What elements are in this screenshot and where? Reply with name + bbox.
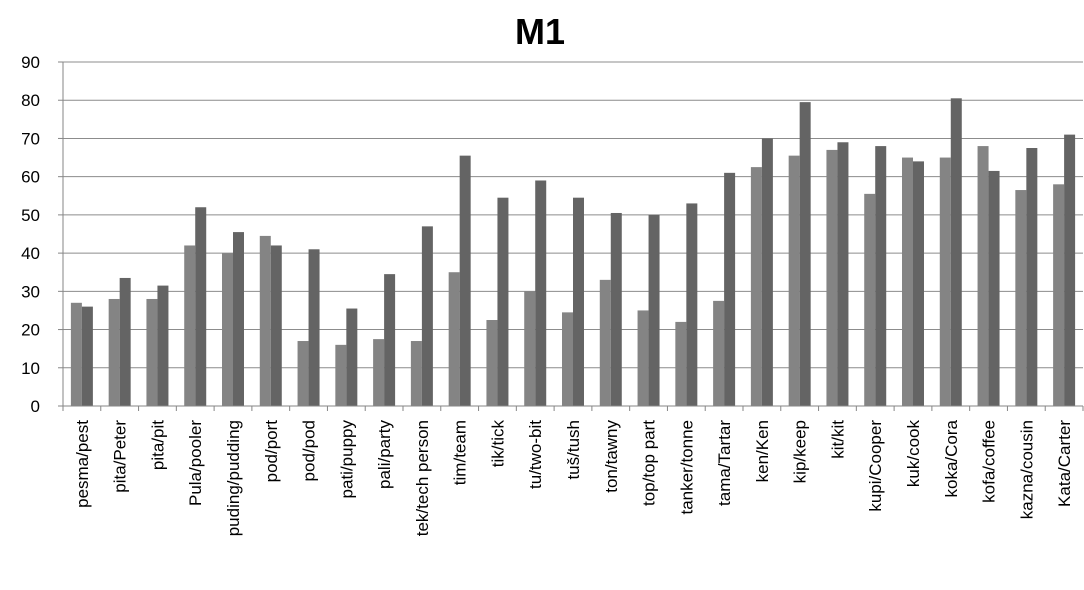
bar-series-2 bbox=[1064, 134, 1076, 406]
category-label: tu/two-bit bbox=[526, 420, 545, 489]
bar-series-1 bbox=[675, 321, 687, 406]
category-label: top/top part bbox=[640, 420, 659, 506]
bar-series-1 bbox=[373, 339, 385, 406]
bar-series-1 bbox=[864, 193, 876, 406]
y-tick-label: 0 bbox=[31, 397, 40, 416]
category-label: pita/Peter bbox=[111, 420, 130, 493]
category-label: pati/puppy bbox=[337, 420, 356, 499]
category-label: ton/tawny bbox=[602, 420, 621, 493]
bar-series-2 bbox=[1026, 148, 1038, 406]
bar-series-1 bbox=[599, 279, 611, 406]
category-label: tama/Tartar bbox=[715, 420, 734, 506]
bar-series-1 bbox=[259, 235, 271, 406]
category-label: pita/pit bbox=[148, 420, 167, 470]
bar-series-1 bbox=[222, 253, 233, 406]
category-label: pod/pod bbox=[300, 420, 319, 481]
bar-series-1 bbox=[750, 167, 762, 406]
bar-series-1 bbox=[184, 245, 196, 406]
bar-series-2 bbox=[724, 172, 736, 406]
bar-series-2 bbox=[875, 146, 887, 407]
bar-series-2 bbox=[346, 308, 358, 406]
axes bbox=[58, 61, 1084, 411]
bar-series-1 bbox=[1053, 184, 1065, 406]
bar-series-1 bbox=[977, 146, 989, 407]
y-tick-label: 30 bbox=[21, 282, 40, 301]
bar-series-2 bbox=[988, 170, 1000, 406]
bar-series-2 bbox=[535, 180, 547, 406]
bar-series-1 bbox=[939, 157, 951, 406]
bar-series-1 bbox=[410, 341, 422, 406]
bar-series-2 bbox=[913, 161, 924, 406]
y-tick-label: 80 bbox=[21, 91, 40, 110]
category-label: Pula/pooler bbox=[186, 420, 205, 506]
bar-series-1 bbox=[108, 298, 120, 406]
category-label: kazna/cousin bbox=[1017, 420, 1036, 519]
bar-series-2 bbox=[233, 232, 244, 406]
y-tick-label: 60 bbox=[21, 168, 40, 187]
bar-series-1 bbox=[1015, 190, 1027, 406]
category-label: koka/Cora bbox=[942, 419, 961, 497]
bar-series-1 bbox=[146, 298, 158, 406]
bar-series-2 bbox=[950, 98, 962, 407]
bar-series-2 bbox=[421, 226, 433, 406]
bar-series-2 bbox=[459, 155, 471, 406]
bar-series-1 bbox=[826, 149, 838, 406]
bar-series-2 bbox=[157, 285, 169, 406]
category-label: kuk/cook bbox=[904, 420, 923, 488]
category-label: puding/pudding bbox=[224, 420, 243, 536]
chart-title: M1 bbox=[515, 11, 565, 52]
bar-series-2 bbox=[648, 214, 660, 406]
bar-series-1 bbox=[637, 310, 649, 406]
category-label: pesma/pest bbox=[73, 420, 92, 508]
category-label: Kata/Carter bbox=[1055, 420, 1074, 507]
bar-series-1 bbox=[524, 291, 536, 406]
bar-series-1 bbox=[788, 155, 800, 406]
y-tick-label: 40 bbox=[21, 244, 40, 263]
category-label: tuš/tush bbox=[564, 420, 583, 480]
y-axis-tick-labels: 0 10 20 30 40 50 60 70 80 90 bbox=[21, 53, 40, 416]
category-label: tek/tech person bbox=[413, 420, 432, 536]
bar-series-1 bbox=[335, 344, 347, 406]
category-label: tim/team bbox=[451, 420, 470, 485]
bar-series-2 bbox=[497, 197, 509, 406]
bar-series-2 bbox=[610, 212, 622, 406]
x-axis-category-labels: pesma/pest pita/Peter pita/pit Pula/pooler p… bbox=[73, 419, 1074, 536]
bar-series-1 bbox=[70, 302, 82, 406]
y-tick-label: 10 bbox=[21, 359, 40, 378]
category-label: pod/port bbox=[262, 420, 281, 483]
bar-series-2 bbox=[308, 249, 320, 406]
bar-series-2 bbox=[195, 207, 207, 406]
bar-series-2 bbox=[270, 245, 282, 406]
bars bbox=[70, 98, 1076, 407]
bar-series-1 bbox=[562, 312, 573, 406]
bar-series-2 bbox=[799, 102, 811, 406]
category-label: tik/tick bbox=[488, 420, 507, 468]
category-label: tanker/tonne bbox=[677, 420, 696, 515]
category-label: kofa/coffee bbox=[980, 420, 999, 503]
bar-series-1 bbox=[486, 320, 498, 406]
bar-series-2 bbox=[573, 197, 584, 406]
y-tick-label: 20 bbox=[21, 321, 40, 340]
category-label: pali/party bbox=[375, 420, 394, 489]
bar-series-1 bbox=[448, 272, 460, 406]
bar-series-2 bbox=[119, 277, 131, 406]
bar-series-1 bbox=[902, 157, 913, 406]
category-label: kupi/Cooper bbox=[866, 420, 885, 512]
y-tick-label: 90 bbox=[21, 53, 40, 72]
bar-series-1 bbox=[297, 341, 309, 406]
bar-series-2 bbox=[761, 138, 773, 406]
bar-series-2 bbox=[384, 274, 396, 406]
y-tick-label: 50 bbox=[21, 206, 40, 225]
category-label: kit/kit bbox=[828, 420, 847, 459]
category-label: kip/keep bbox=[791, 420, 810, 483]
bar-series-2 bbox=[837, 142, 849, 406]
y-tick-label: 70 bbox=[21, 129, 40, 148]
bar-series-2 bbox=[686, 203, 698, 406]
category-label: ken/Ken bbox=[753, 420, 772, 482]
bar-series-1 bbox=[713, 300, 725, 406]
bar-series-2 bbox=[81, 306, 93, 406]
